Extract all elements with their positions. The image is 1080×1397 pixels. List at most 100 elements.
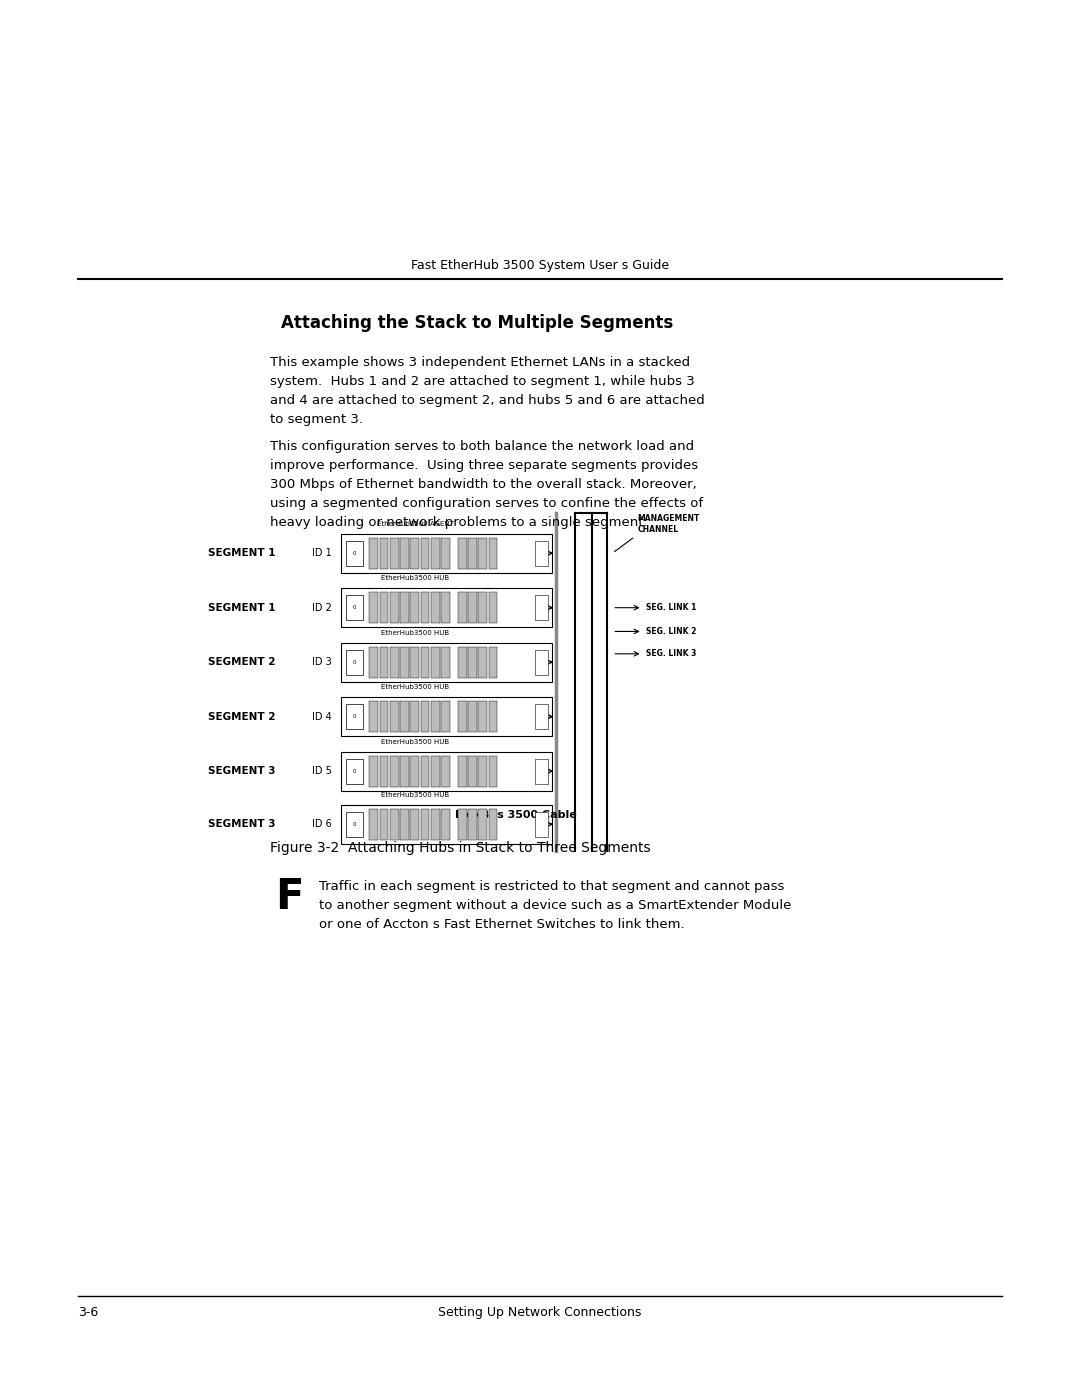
Text: SEGMENT 3: SEGMENT 3 (207, 766, 275, 777)
Bar (488, 538, 497, 569)
Text: 0: 0 (352, 821, 356, 827)
Text: SEGMENT 2: SEGMENT 2 (207, 657, 275, 668)
Bar (421, 809, 430, 840)
Bar (401, 538, 409, 569)
Text: Traffic in each segment is restricted to that segment and cannot pass
to another: Traffic in each segment is restricted to… (319, 880, 791, 932)
Text: SEG. LINK 3: SEG. LINK 3 (646, 650, 697, 658)
Text: ID 4: ID 4 (312, 711, 332, 722)
Bar (535, 812, 548, 837)
Bar (346, 812, 363, 837)
Bar (535, 541, 548, 566)
Text: EtherHub3500 AGENT: EtherHub3500 AGENT (377, 521, 454, 527)
Bar (469, 647, 477, 678)
Bar (369, 809, 378, 840)
Text: F: F (275, 876, 303, 918)
Bar (390, 647, 399, 678)
Bar (410, 647, 419, 678)
Bar (401, 701, 409, 732)
Bar (380, 809, 389, 840)
Bar (380, 647, 389, 678)
Bar (469, 592, 477, 623)
Bar (346, 759, 363, 784)
Text: FlexBus 3500 Cable: FlexBus 3500 Cable (456, 810, 577, 820)
Bar (346, 650, 363, 675)
Bar (478, 701, 487, 732)
Text: EtherHub3500 HUB: EtherHub3500 HUB (381, 739, 449, 745)
Bar (401, 592, 409, 623)
Bar (442, 592, 450, 623)
Text: EtherHub3500 HUB: EtherHub3500 HUB (381, 685, 449, 690)
Text: SEG. LINK 1: SEG. LINK 1 (646, 604, 697, 612)
Bar (442, 647, 450, 678)
Bar (431, 756, 440, 787)
Bar (478, 647, 487, 678)
Bar (458, 538, 467, 569)
Bar (488, 701, 497, 732)
Text: 0: 0 (352, 550, 356, 556)
Bar (421, 701, 430, 732)
Bar (431, 538, 440, 569)
Bar (341, 697, 552, 736)
Bar (380, 538, 389, 569)
Bar (431, 592, 440, 623)
Bar (369, 701, 378, 732)
Text: SEGMENT 3: SEGMENT 3 (207, 819, 275, 830)
Bar (431, 701, 440, 732)
Bar (401, 809, 409, 840)
Bar (469, 809, 477, 840)
Bar (488, 756, 497, 787)
Bar (488, 809, 497, 840)
Bar (478, 809, 487, 840)
Bar (421, 756, 430, 787)
Bar (390, 592, 399, 623)
Bar (421, 538, 430, 569)
Bar (442, 538, 450, 569)
Bar (390, 809, 399, 840)
Text: 0: 0 (352, 659, 356, 665)
Bar (442, 756, 450, 787)
Bar (390, 756, 399, 787)
Bar (469, 756, 477, 787)
Bar (442, 701, 450, 732)
Bar (341, 752, 552, 791)
Text: ID 2: ID 2 (312, 602, 332, 613)
Text: ID 6: ID 6 (312, 819, 332, 830)
Text: EtherHub3500 HUB: EtherHub3500 HUB (381, 630, 449, 636)
Bar (469, 701, 477, 732)
Text: 0: 0 (352, 714, 356, 719)
Text: ID 1: ID 1 (312, 548, 332, 559)
Bar (401, 647, 409, 678)
Bar (410, 756, 419, 787)
Text: MANAGEMENT
CHANNEL: MANAGEMENT CHANNEL (637, 514, 700, 534)
Text: 0: 0 (352, 768, 356, 774)
Bar (380, 756, 389, 787)
Bar (478, 538, 487, 569)
Bar (469, 538, 477, 569)
Bar (369, 592, 378, 623)
Bar (535, 759, 548, 784)
Bar (341, 643, 552, 682)
Bar (380, 592, 389, 623)
Bar (410, 809, 419, 840)
Text: ID 3: ID 3 (312, 657, 332, 668)
Bar (341, 534, 552, 573)
Bar (410, 592, 419, 623)
Text: SEGMENT 2: SEGMENT 2 (207, 711, 275, 722)
Bar (431, 809, 440, 840)
Bar (341, 588, 552, 627)
Bar (421, 647, 430, 678)
Bar (369, 756, 378, 787)
Text: EtherHub3500 HUB: EtherHub3500 HUB (381, 792, 449, 798)
Bar (346, 704, 363, 729)
Bar (390, 538, 399, 569)
Text: ID 5: ID 5 (312, 766, 332, 777)
Text: EtherHub3500 HUB: EtherHub3500 HUB (381, 576, 449, 581)
Bar (458, 809, 467, 840)
Bar (410, 538, 419, 569)
Bar (458, 647, 467, 678)
Bar (401, 756, 409, 787)
Bar (390, 701, 399, 732)
Bar (346, 595, 363, 620)
Bar (410, 701, 419, 732)
Bar (421, 592, 430, 623)
